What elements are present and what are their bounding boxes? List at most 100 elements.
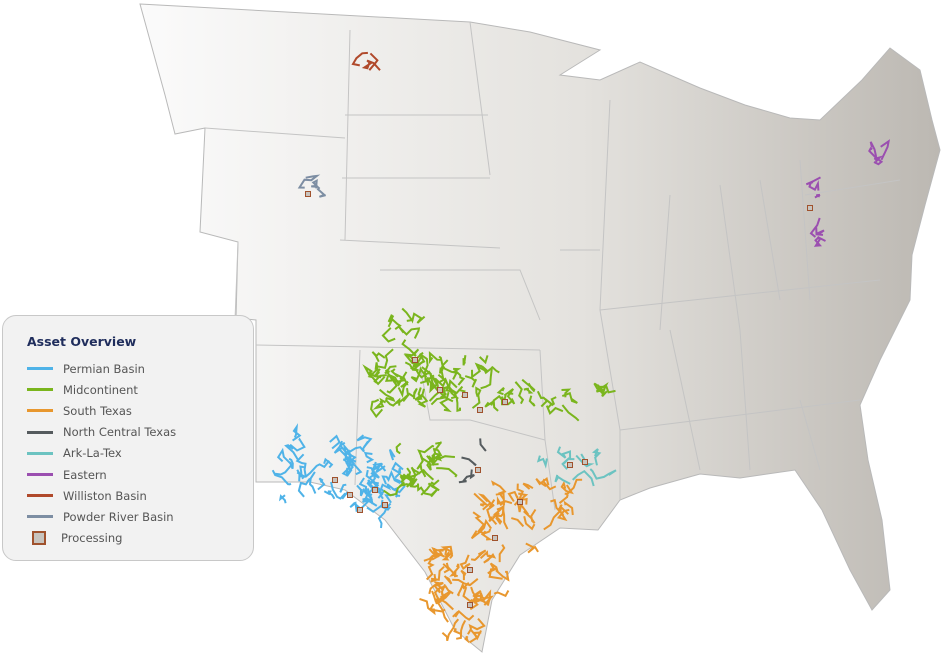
pipeline-segment [430,573,437,583]
pipeline-segment [535,477,550,488]
pipeline-segment [869,141,883,164]
pipeline-segment [387,374,405,386]
legend-item: Williston Basin [27,485,176,506]
pipeline-segment [461,456,477,467]
pipeline-segment [536,390,549,408]
pipeline-segment [420,379,430,386]
pipeline-segment [378,388,396,403]
pipeline-segment [415,394,429,408]
pipeline-segment [329,434,341,450]
pipeline-segment [439,397,454,413]
pipeline-segment [402,473,419,488]
pipeline-segment [440,595,454,611]
pipeline-segment [528,395,536,407]
pipeline-segment [437,366,445,382]
pipeline-segment [479,550,489,560]
legend-item: South Texas [27,400,176,421]
pipeline-segment [809,217,821,238]
pipeline-segment [373,374,387,384]
pipeline-segment [495,569,510,582]
pipeline-segment [387,314,395,323]
legend-swatch [27,367,53,371]
pipeline-segment [377,348,394,369]
pipeline-segment [493,508,503,525]
pipeline-segment [323,490,336,500]
pipeline-segment [459,554,471,570]
pipeline-segment [404,361,419,372]
pipeline-segment [311,178,321,189]
pipeline-segment [491,480,507,500]
pipeline-segment [452,367,462,380]
pipeline-segment [432,447,443,457]
pipeline-segment [433,581,444,591]
pipeline-segment [289,437,306,452]
processing-plant-marker [467,602,473,608]
pipeline-segment [429,603,446,613]
pipeline-segment [591,448,602,466]
pipeline-segment [460,569,467,581]
processing-plant-marker [372,487,378,493]
pipeline-segment [439,359,449,374]
pipeline-segment [398,325,421,339]
pipeline-segment [545,405,564,416]
pipeline-segment [464,375,478,388]
pipeline-segment [522,482,534,490]
processing-plant-marker [492,535,498,541]
pipeline-segment [434,441,442,451]
pipeline-segment [410,466,435,481]
pipeline-segment [438,355,459,375]
processing-plant-marker [305,191,311,197]
pipeline-segment [375,462,387,474]
pipeline-segment [426,458,433,471]
pipeline-segment [441,551,453,561]
pipeline-segment [436,467,458,478]
pipeline-segment [452,609,475,621]
pipeline-segment [496,387,505,396]
pipeline-segment [391,485,406,498]
pipeline-segment [370,398,384,419]
pipeline-segment [304,459,330,478]
pipeline-segment [464,635,470,644]
pipeline-segment [383,481,406,497]
pipeline-segment [417,444,435,465]
pipeline-segment [880,139,891,161]
pipeline-segment [372,462,384,472]
processing-plant-marker [462,392,468,398]
pipeline-segment [384,365,397,375]
pipeline-segment [401,307,414,322]
pipeline-segment [316,186,327,198]
pipeline-segment [395,442,402,455]
processing-plant-marker [582,459,588,465]
pipeline-segment [452,578,479,587]
pipeline-segment [453,628,462,636]
pipeline-segment [523,516,536,531]
pipeline-segment [439,377,464,395]
legend-title: Asset Overview [27,334,137,349]
pipeline-segment [521,378,536,393]
pipeline-segment [561,391,578,404]
pipeline-segment [484,398,496,408]
pipeline-segment [391,461,404,479]
pipeline-segment [400,371,409,386]
pipeline-segment [411,354,426,367]
pipeline-segment [456,619,467,640]
pipeline-segment [372,397,387,410]
pipeline-segment [507,490,519,503]
pipeline-segment [361,59,381,71]
pipeline-segment [483,552,497,564]
pipeline-segment [472,511,486,535]
pipeline-segment [805,176,821,186]
pipeline-segment [589,468,617,480]
pipeline-segment [278,494,287,504]
pipeline-segment [550,396,557,407]
pipeline-segment [400,473,418,487]
pipeline-segment [468,617,486,631]
processing-square-icon [32,531,46,546]
pipeline-segment [371,351,386,363]
processing-plant-marker [347,492,353,498]
legend-swatch [27,388,53,392]
pipeline-segment [813,236,826,247]
legend-panel: Asset Overview Permian Basin Midcontinen… [2,315,254,561]
pipeline-segment [366,499,392,513]
pipeline-segment [410,366,428,383]
